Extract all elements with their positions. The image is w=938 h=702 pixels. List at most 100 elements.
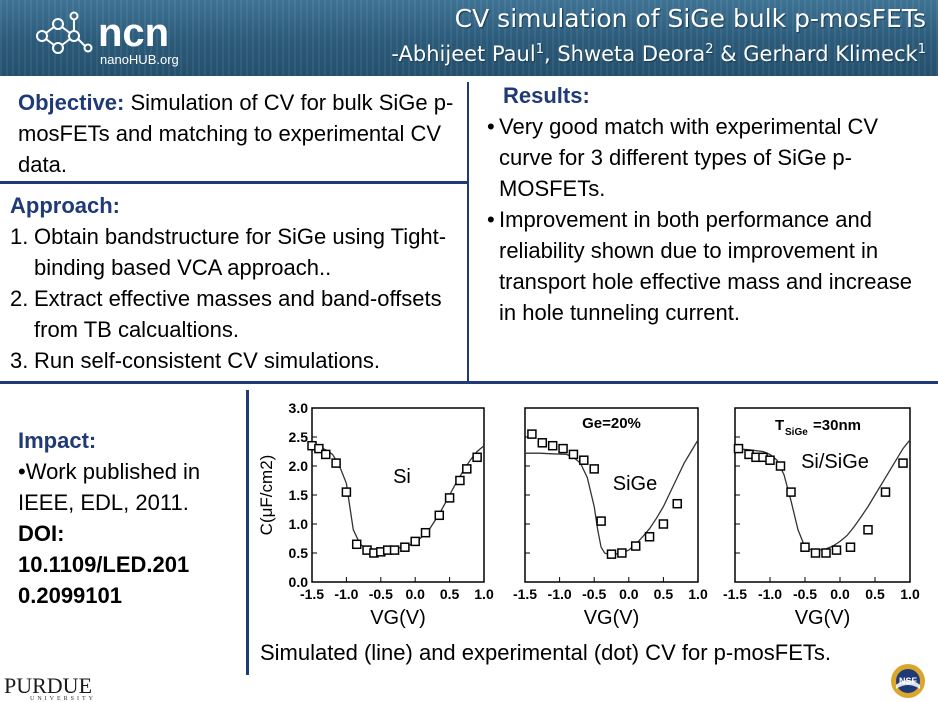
ncn-logo: ncn nanoHUB.org [36, 11, 179, 67]
simulated-line [525, 439, 699, 555]
x-tick-label: 0.0 [830, 586, 850, 602]
author-line: -Abhijeet Paul1, Shweta Deora2 & Gerhard… [391, 42, 926, 66]
y-tick-label: 0.5 [289, 545, 309, 561]
x-tick-label: 1.0 [474, 586, 494, 602]
impact-section: Impact: •Work published in IEEE, EDL, 20… [18, 425, 238, 611]
experimental-point [775, 461, 786, 471]
experimental-point [786, 487, 796, 497]
experimental-point [527, 429, 537, 439]
experimental-point [321, 449, 331, 460]
x-tick-label: -1.0 [758, 586, 782, 602]
y-axis-label: C(μF/cm2) [257, 455, 276, 536]
experimental-point [821, 548, 831, 558]
approach-section: Approach: 1. Obtain bandstructure for SiG… [10, 190, 470, 376]
experimental-point [558, 443, 568, 454]
approach-item: 3. Run self-consistent CV simulations. [10, 345, 470, 376]
divider-vertical-bottom [246, 390, 249, 675]
nsf-text: NSF [899, 676, 918, 686]
doi-value: 10.1109/LED.201 0.2099101 [18, 552, 190, 608]
x-tick-label: 1.0 [688, 586, 708, 602]
experimental-point [547, 440, 558, 451]
chart-frame [311, 407, 485, 583]
approach-item-text: Extract effective masses and band-offset… [34, 286, 442, 342]
experimental-point [845, 542, 856, 552]
y-tick-label: 3.0 [289, 400, 309, 416]
objective-section: Objective: Simulation of CV for bulk SiG… [18, 87, 458, 180]
experimental-point [389, 545, 400, 555]
experimental-point [733, 443, 744, 454]
panel-label: Si/SiGe [801, 451, 869, 473]
x-tick-label: -1.5 [513, 586, 537, 602]
x-tick-label: 0.5 [654, 586, 674, 602]
experimental-point [434, 510, 445, 521]
banner-texture [0, 0, 938, 76]
panel-label: SiGe [613, 473, 657, 495]
panel-annotation: T [775, 417, 784, 434]
experimental-point [880, 487, 891, 497]
experimental-point [596, 516, 606, 526]
x-tick-label: 0.5 [865, 586, 885, 602]
y-tick-label: 2.0 [289, 458, 309, 474]
experimental-point [410, 536, 420, 547]
x-tick-label: 0.5 [440, 586, 460, 602]
experimental-point [765, 455, 775, 465]
x-tick-label: 1.0 [900, 586, 920, 602]
x-tick-label: -0.5 [793, 586, 817, 602]
y-tick-label: 1.0 [289, 516, 309, 532]
nsf-seal-icon [891, 664, 925, 698]
approach-item-number: 3. [10, 348, 29, 373]
logo-text: ncn [98, 11, 169, 55]
results-list: Very good match with experimental CV cur… [485, 111, 925, 328]
author-1-affil: 1 [535, 42, 544, 57]
panel-annotation: Ge=20% [582, 415, 641, 432]
experimental-point [331, 458, 341, 468]
approach-list: 1. Obtain bandstructure for SiGe using Ti… [10, 221, 470, 376]
experimental-point [589, 464, 599, 474]
experimental-point [644, 532, 655, 542]
page-title: CV simulation of SiGe bulk p-mosFETs [454, 4, 926, 33]
cv-charts: -1.5 -1.0 -0.5 0.0 0.5 1.0 0.0 0.5 1.0 1.5 2.0 2.5 3… [257, 400, 920, 629]
impact-bullet: •Work published in IEEE, EDL, 2011. [18, 459, 201, 515]
experimental-point [863, 525, 873, 535]
experimental-point [800, 542, 810, 552]
approach-item-number: 1. [10, 224, 29, 249]
experimental-point [314, 443, 324, 454]
x-tick-label: -1.0 [548, 586, 572, 602]
experimental-point [444, 493, 455, 503]
experimental-point [579, 455, 589, 465]
y-tick-label: 2.5 [289, 429, 309, 445]
experimental-point [810, 548, 821, 558]
experimental-point [420, 527, 431, 538]
purdue-logo: PURDUE [4, 673, 93, 698]
molecule-icon [36, 11, 93, 54]
results-item: Improvement in both performance and reli… [485, 204, 925, 328]
experimental-point [472, 452, 482, 463]
results-section: Results: Very good match with experiment… [485, 80, 925, 328]
results-item: Very good match with experimental CV cur… [485, 111, 925, 204]
x-axis-label: VG(V) [584, 607, 640, 629]
experimental-point [462, 464, 472, 474]
y-tick-label: 1.5 [289, 487, 309, 503]
author-1: -Abhijeet Paul [391, 42, 536, 66]
logo-subtext: nanoHUB.org [100, 52, 179, 67]
simulated-line [734, 439, 911, 551]
author-3: & Gerhard Klimeck [713, 42, 918, 66]
x-tick-label: -1.5 [723, 586, 747, 602]
approach-item-text: Run self-consistent CV simulations. [34, 348, 381, 373]
divider-horizontal-left [0, 181, 468, 184]
x-tick-label: 0.0 [405, 586, 425, 602]
x-tick-label: 0.0 [619, 586, 639, 602]
approach-item-text: Obtain bandstructure for SiGe using Tigh… [34, 224, 447, 280]
x-axis-label: VG(V) [795, 607, 851, 629]
experimental-point [351, 539, 362, 550]
experimental-point [341, 487, 352, 497]
objective-heading: Objective: [18, 90, 125, 115]
approach-heading: Approach: [10, 193, 120, 218]
x-tick-label: -0.5 [582, 586, 606, 602]
y-tick-label: 0.0 [289, 574, 309, 590]
experimental-point [455, 475, 465, 486]
experimental-point [617, 548, 627, 558]
experimental-point [898, 458, 908, 468]
panel-annotation-subscript: SiGe [785, 427, 808, 438]
experimental-point [606, 549, 617, 559]
